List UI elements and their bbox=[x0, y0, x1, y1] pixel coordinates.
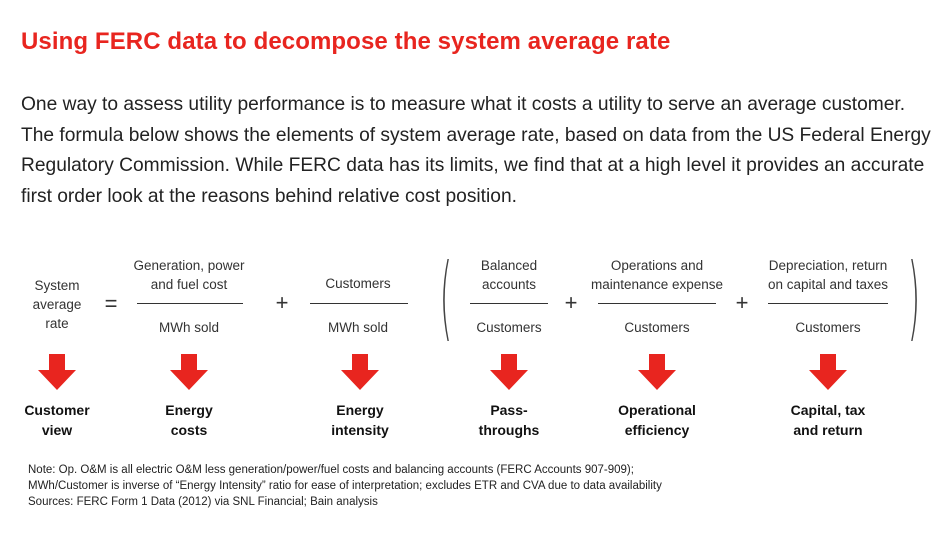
lhs-line: rate bbox=[45, 316, 69, 331]
term-denominator: Customers bbox=[476, 320, 542, 335]
category-line: Operational bbox=[618, 402, 696, 418]
term-denominator: Customers bbox=[624, 320, 690, 335]
down-arrow-icon bbox=[38, 354, 76, 390]
category-label: Operational efficiency bbox=[618, 401, 696, 440]
down-arrow-icon bbox=[490, 354, 528, 390]
down-arrow-icon bbox=[170, 354, 208, 390]
category-line: costs bbox=[170, 421, 208, 438]
numerator-line: maintenance expense bbox=[590, 277, 724, 292]
equals-sign: = bbox=[104, 291, 118, 316]
numerator-line: accounts bbox=[481, 277, 537, 292]
footnotes: Note: Op. O&M is all electric O&M less g… bbox=[28, 462, 662, 510]
term-numerator: Balanced accounts bbox=[481, 256, 537, 294]
close-parenthesis: ) bbox=[907, 244, 921, 351]
category-line: efficiency bbox=[624, 421, 690, 438]
down-arrow-icon bbox=[638, 354, 676, 390]
numerator-line: Balanced bbox=[480, 258, 538, 273]
category-line: Customer bbox=[24, 402, 90, 418]
category-line: and return bbox=[793, 421, 863, 438]
fraction-bar bbox=[310, 303, 408, 304]
plus-sign: + bbox=[275, 290, 289, 315]
note-line: MWh/Customer is inverse of “Energy Inten… bbox=[28, 480, 662, 492]
term-denominator: Customers bbox=[795, 320, 861, 335]
category-line: Capital, tax bbox=[790, 402, 866, 418]
term-numerator: Operations and maintenance expense bbox=[591, 256, 723, 294]
numerator-line: Operations and bbox=[610, 258, 704, 273]
numerator-line: Generation, power bbox=[133, 258, 245, 273]
term-numerator: Depreciation, return on capital and taxe… bbox=[768, 256, 888, 294]
term-denominator: MWh sold bbox=[327, 320, 389, 335]
term-denominator: MWh sold bbox=[158, 320, 220, 335]
intro-paragraph: One way to assess utility performance is… bbox=[21, 94, 931, 207]
category-line: view bbox=[41, 421, 73, 438]
numerator-line: on capital and taxes bbox=[767, 277, 889, 292]
category-line: Pass- bbox=[490, 402, 528, 418]
numerator-line: Depreciation, return bbox=[768, 258, 888, 273]
fraction-bar bbox=[470, 303, 548, 304]
source-line: Sources: FERC Form 1 Data (2012) via SNL… bbox=[28, 496, 378, 508]
fraction-bar bbox=[137, 303, 243, 304]
category-line: Energy bbox=[336, 402, 384, 418]
lhs-label: System average rate bbox=[33, 276, 82, 333]
down-arrow-icon bbox=[341, 354, 379, 390]
plus-sign: + bbox=[735, 290, 749, 315]
numerator-line: Customers bbox=[325, 276, 391, 291]
category-label: Capital, tax and return bbox=[791, 401, 866, 440]
note-line: Note: Op. O&M is all electric O&M less g… bbox=[28, 464, 634, 476]
term-numerator: Generation, power and fuel cost bbox=[133, 256, 244, 294]
category-label: Customer view bbox=[24, 401, 89, 440]
down-arrow-icon bbox=[809, 354, 847, 390]
open-parenthesis: ( bbox=[439, 244, 453, 351]
fraction-bar bbox=[598, 303, 716, 304]
plus-sign: + bbox=[564, 290, 578, 315]
category-line: throughs bbox=[478, 421, 540, 438]
category-line: Energy bbox=[165, 402, 213, 418]
term-numerator: Customers bbox=[325, 274, 390, 293]
numerator-line: and fuel cost bbox=[150, 277, 228, 292]
fraction-bar bbox=[768, 303, 888, 304]
lhs-line: System bbox=[34, 278, 80, 293]
category-label: Energy intensity bbox=[331, 401, 389, 440]
category-line: intensity bbox=[331, 421, 389, 438]
category-label: Energy costs bbox=[165, 401, 212, 440]
lhs-line: average bbox=[32, 297, 82, 312]
page-title: Using FERC data to decompose the system … bbox=[21, 28, 671, 55]
category-label: Pass- throughs bbox=[479, 401, 540, 440]
